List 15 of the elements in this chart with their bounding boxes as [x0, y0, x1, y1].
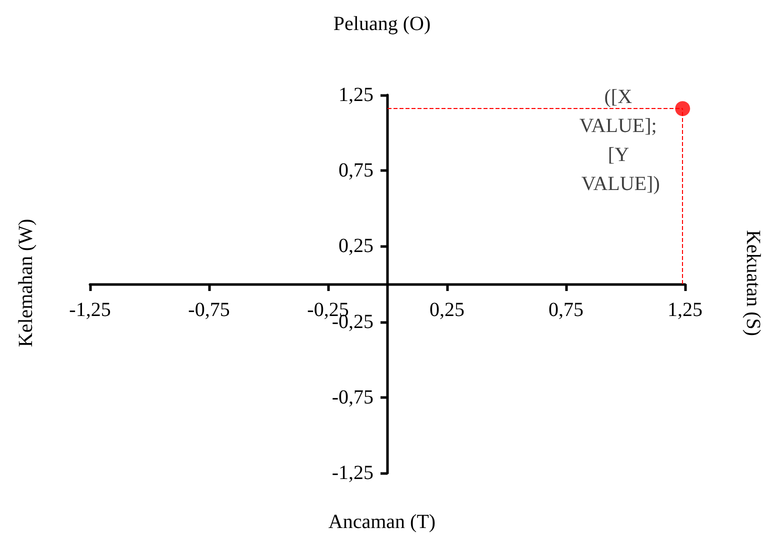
- y-axis-title: Kelemahan (W): [15, 218, 37, 348]
- y-tick-label: 0,25: [338, 235, 374, 258]
- x-tick-label: -1,25: [69, 299, 111, 321]
- y2-axis-title: Kekuatan (S): [742, 230, 764, 336]
- y-tick-label: 1,25: [338, 84, 374, 106]
- annotation: ([X VALUE]; [Y VALUE]): [579, 86, 662, 196]
- x-axis-title: Ancaman (T): [328, 511, 436, 533]
- x-tick-label: 0,75: [548, 299, 584, 321]
- chart-title: Peluang (O): [333, 13, 431, 35]
- x-tick-label: 1,25: [668, 299, 702, 321]
- y-tick-label: -0,75: [332, 386, 374, 408]
- y-tick-label: -1,25: [332, 462, 374, 484]
- x-tick-label: 0,25: [430, 299, 464, 321]
- y-tick-label: 0,75: [338, 160, 374, 182]
- x-tick-label: -0,75: [188, 299, 230, 321]
